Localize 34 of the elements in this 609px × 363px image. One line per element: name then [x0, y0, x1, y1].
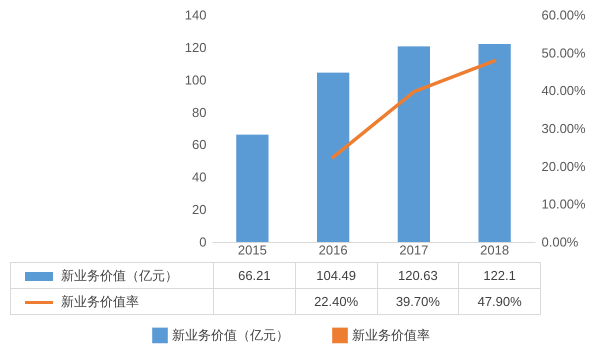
- data-label: 120.63: [377, 262, 459, 288]
- y2-tick-label: 30.00%: [542, 121, 586, 136]
- data-label: 104.49: [295, 262, 377, 288]
- y2-tick-label: 60.00%: [542, 8, 586, 22]
- data-label: 66.21: [214, 262, 296, 288]
- bar: [236, 134, 269, 242]
- x-tick-label: 2016: [318, 242, 348, 258]
- y-tick-label: 80: [192, 104, 206, 120]
- data-label: 122.1: [458, 262, 540, 288]
- data-label: 39.70%: [377, 288, 459, 314]
- y-tick-label: 100: [184, 72, 206, 88]
- bar: [316, 72, 350, 242]
- x-tick-label: 2015: [238, 242, 267, 258]
- y-tick-label: 20: [192, 202, 206, 218]
- y2-tick-label: 50.00%: [542, 45, 586, 60]
- y-tick-label: 60: [192, 137, 206, 152]
- y-tick-label: 0: [199, 234, 206, 250]
- x-tick-label: 2018: [480, 242, 510, 258]
- bar: [398, 46, 430, 242]
- legend-label: 新业务价值（亿元）: [10, 262, 214, 288]
- legend-label: 新业务价值率: [352, 327, 430, 342]
- y2-tick-label: 40.00%: [542, 83, 586, 98]
- y2-tick-label: 0.00%: [542, 234, 579, 250]
- text: 新业务价值（亿元）: [172, 327, 289, 342]
- data-label: 22.40%: [295, 288, 377, 314]
- y2-tick-label: 20.00%: [542, 158, 586, 174]
- bar: [478, 44, 511, 242]
- y-tick-label: 120: [184, 40, 206, 55]
- y-tick-label: 140: [184, 8, 206, 22]
- y2-tick-label: 10.00%: [542, 196, 586, 212]
- text: 新业务价值率: [61, 294, 139, 308]
- data-label: 47.90%: [458, 288, 540, 314]
- x-tick-label: 2017: [399, 242, 428, 258]
- y-tick-label: 40: [192, 170, 206, 185]
